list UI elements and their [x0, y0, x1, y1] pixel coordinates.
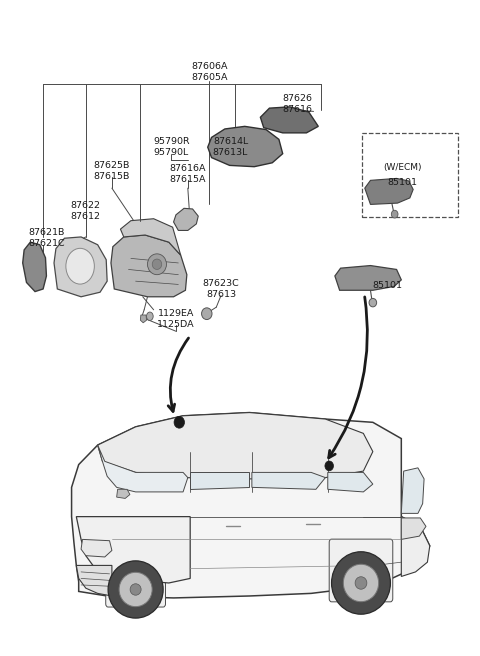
Ellipse shape	[391, 211, 398, 218]
Text: 87614L
87613L: 87614L 87613L	[213, 137, 248, 157]
Ellipse shape	[108, 561, 163, 618]
Polygon shape	[328, 472, 373, 492]
Polygon shape	[190, 472, 250, 489]
Polygon shape	[335, 266, 401, 290]
Polygon shape	[365, 178, 413, 205]
Polygon shape	[111, 235, 187, 297]
Polygon shape	[401, 518, 426, 539]
Ellipse shape	[332, 552, 390, 614]
Polygon shape	[23, 242, 47, 291]
Text: 85101: 85101	[388, 178, 418, 187]
FancyBboxPatch shape	[329, 539, 393, 602]
Ellipse shape	[174, 417, 184, 428]
Polygon shape	[140, 315, 146, 323]
Polygon shape	[54, 237, 107, 297]
Ellipse shape	[146, 312, 153, 321]
Text: (W/ECM): (W/ECM)	[384, 163, 422, 172]
Text: 87606A
87605A: 87606A 87605A	[191, 62, 228, 83]
Ellipse shape	[152, 259, 162, 270]
Text: 87623C
87613: 87623C 87613	[203, 279, 240, 299]
Text: 95790R
95790L: 95790R 95790L	[153, 137, 190, 157]
Text: 87625B
87615B: 87625B 87615B	[94, 161, 130, 180]
Ellipse shape	[325, 461, 334, 471]
Polygon shape	[97, 413, 373, 479]
Ellipse shape	[369, 298, 377, 307]
Ellipse shape	[130, 584, 141, 595]
Text: 87626
87616: 87626 87616	[282, 94, 312, 113]
Polygon shape	[261, 107, 318, 133]
Text: 87622
87612: 87622 87612	[71, 201, 101, 221]
Polygon shape	[208, 127, 283, 167]
Polygon shape	[76, 565, 112, 596]
Polygon shape	[76, 517, 190, 583]
Polygon shape	[72, 413, 430, 598]
Polygon shape	[252, 472, 325, 489]
Polygon shape	[97, 445, 188, 492]
Polygon shape	[401, 468, 424, 514]
Text: 87616A
87615A: 87616A 87615A	[169, 164, 206, 184]
Ellipse shape	[66, 249, 95, 284]
Text: 85101: 85101	[372, 281, 402, 289]
Ellipse shape	[119, 572, 152, 607]
FancyBboxPatch shape	[106, 549, 166, 607]
Polygon shape	[174, 209, 198, 230]
Polygon shape	[117, 489, 130, 499]
Ellipse shape	[343, 564, 379, 602]
Text: 1129EA
1125DA: 1129EA 1125DA	[157, 309, 195, 329]
Ellipse shape	[202, 308, 212, 319]
Polygon shape	[120, 218, 180, 255]
Ellipse shape	[355, 577, 367, 589]
Ellipse shape	[147, 254, 167, 275]
Text: 87621B
87621C: 87621B 87621C	[29, 228, 65, 248]
Polygon shape	[81, 539, 112, 557]
Polygon shape	[401, 517, 430, 577]
